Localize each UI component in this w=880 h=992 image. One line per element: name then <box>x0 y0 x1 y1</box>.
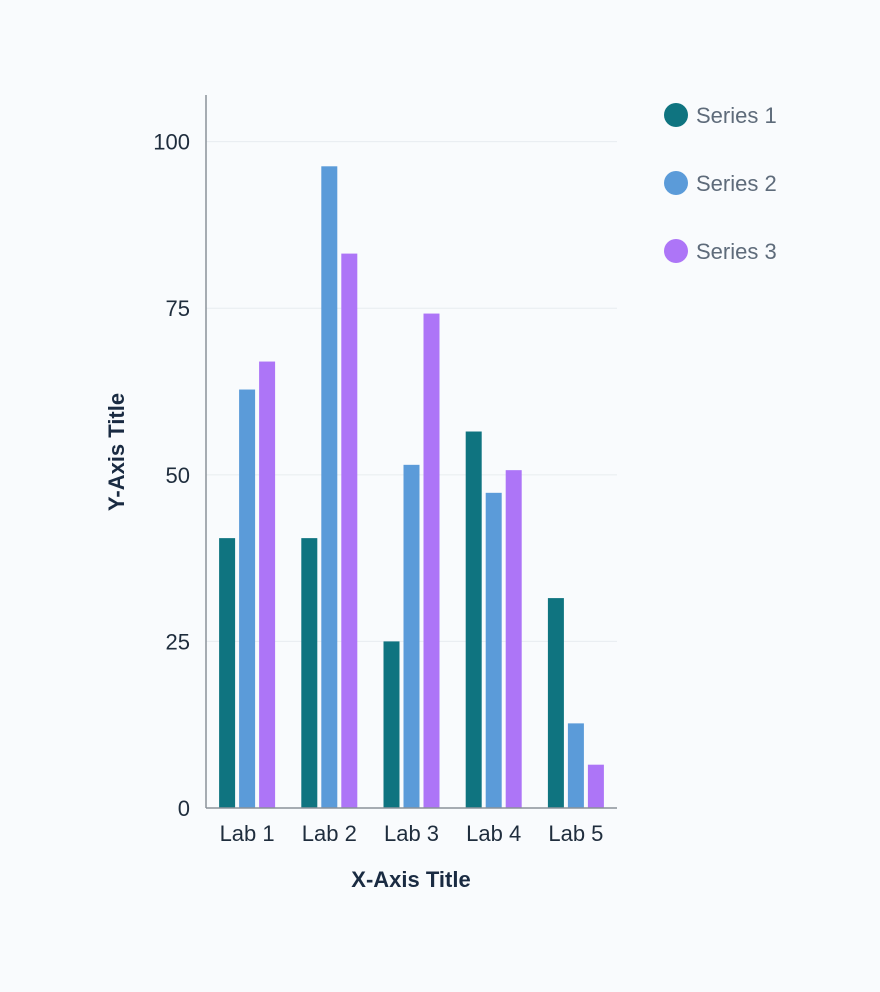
y-tick-labels: 0 25 50 75 100 <box>153 130 190 821</box>
y-tick-label: 0 <box>178 796 190 821</box>
legend-marker-series-2 <box>664 171 688 195</box>
legend: Series 1 Series 2 Series 3 <box>664 103 777 264</box>
y-tick-label: 75 <box>166 296 190 321</box>
bar-series-2-lab-2[interactable] <box>321 166 338 809</box>
y-tick-label: 50 <box>166 463 190 488</box>
x-tick-label: Lab 5 <box>548 821 603 846</box>
bar-series-2-lab-4[interactable] <box>485 492 502 808</box>
legend-marker-series-3 <box>664 239 688 263</box>
legend-label-series-3[interactable]: Series 3 <box>696 239 777 264</box>
bar-series-3-lab-5[interactable] <box>587 764 604 808</box>
y-axis-title: Y-Axis Title <box>104 393 129 511</box>
bar-series-1-lab-4[interactable] <box>465 431 482 808</box>
x-tick-label: Lab 1 <box>220 821 275 846</box>
bar-series-3-lab-1[interactable] <box>259 361 276 808</box>
bar-series-2-lab-3[interactable] <box>403 464 420 808</box>
bar-series-1-lab-5[interactable] <box>547 598 564 808</box>
bar-series-2-lab-1[interactable] <box>239 389 256 808</box>
bars <box>219 166 604 809</box>
x-axis-title: X-Axis Title <box>351 867 470 892</box>
bar-series-3-lab-2[interactable] <box>341 253 358 808</box>
bar-series-3-lab-4[interactable] <box>505 470 522 808</box>
bar-series-2-lab-5[interactable] <box>567 723 584 808</box>
legend-label-series-1[interactable]: Series 1 <box>696 103 777 128</box>
x-tick-label: Lab 3 <box>384 821 439 846</box>
x-tick-labels: Lab 1 Lab 2 Lab 3 Lab 4 Lab 5 <box>220 821 604 846</box>
bar-series-3-lab-3[interactable] <box>423 313 440 808</box>
x-tick-label: Lab 2 <box>302 821 357 846</box>
y-tick-label: 100 <box>153 130 190 155</box>
bar-series-1-lab-1[interactable] <box>219 538 236 808</box>
y-tick-label: 25 <box>166 629 190 654</box>
legend-label-series-2[interactable]: Series 2 <box>696 171 777 196</box>
legend-marker-series-1 <box>664 103 688 127</box>
bar-series-1-lab-3[interactable] <box>383 641 400 808</box>
bar-series-1-lab-2[interactable] <box>301 538 318 808</box>
x-tick-label: Lab 4 <box>466 821 521 846</box>
